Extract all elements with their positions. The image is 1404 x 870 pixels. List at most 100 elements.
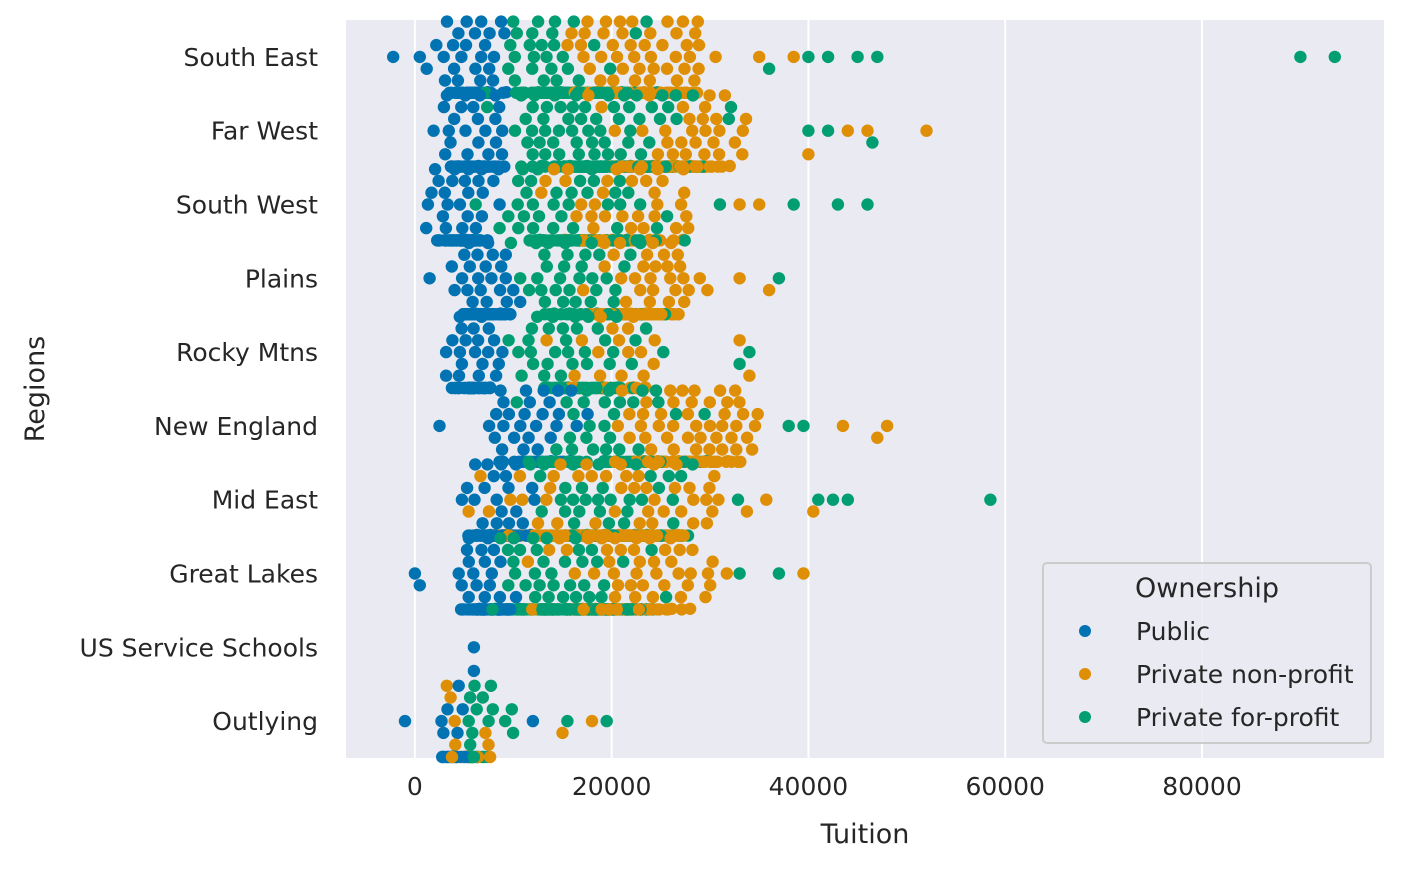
data-point [656,174,669,188]
data-point [610,310,623,323]
data-point [697,455,710,468]
data-point [540,100,554,114]
data-point [495,458,508,471]
data-point [596,186,610,199]
data-point [861,124,874,137]
data-point [481,458,494,471]
data-point [661,603,675,616]
data-point [542,322,555,335]
data-point [634,419,648,433]
data-point [722,112,735,126]
data-point [678,186,691,199]
data-point [704,579,717,592]
data-point [456,703,469,716]
data-point [720,567,733,580]
data-point [482,345,495,359]
data-point [637,260,650,273]
data-point [661,136,674,149]
data-point [556,322,570,335]
data-point [657,248,671,261]
data-point [498,27,511,40]
y-tick-label: Plains [245,264,318,293]
data-point [462,532,476,545]
data-point [604,493,617,506]
data-point [690,419,703,433]
data-point [598,236,611,250]
data-point [841,493,854,506]
data-point [559,481,572,495]
data-point [636,407,650,421]
data-point [599,469,613,483]
data-point [517,443,530,456]
data-point [611,419,624,433]
data-point [553,532,566,545]
y-tick-label: Mid East [212,486,318,515]
legend-marker [1079,625,1091,637]
data-point [699,124,712,137]
data-point [472,174,485,188]
data-point [720,455,733,468]
data-point [736,148,749,161]
data-point [493,590,507,604]
data-point [683,50,697,64]
data-point [540,493,553,506]
data-point [645,543,658,557]
data-point [705,160,718,173]
data-point [644,469,657,483]
data-point [482,738,495,751]
data-point [675,603,688,616]
data-point [567,517,581,530]
data-point [682,221,695,235]
data-point [678,62,691,75]
data-point [490,517,503,530]
data-points [387,15,1342,764]
data-point [437,100,451,114]
data-point [598,260,611,273]
data-point [523,396,536,409]
data-point [437,726,450,740]
data-point [452,27,465,40]
data-point [529,236,543,250]
data-point [724,100,738,114]
data-point [644,443,658,456]
data-point [661,15,674,28]
data-point [588,38,601,52]
data-point [802,124,815,137]
data-point [462,186,475,199]
data-point [537,74,550,87]
data-point [453,198,467,211]
data-point [475,543,488,557]
data-point [561,248,574,261]
data-point [467,567,480,580]
data-point [562,198,575,211]
data-point [512,221,525,235]
data-point [700,493,713,506]
data-point [698,407,711,421]
y-tick-label: Far West [211,117,318,146]
data-point [469,221,483,235]
data-point [628,272,642,285]
data-point [670,74,684,87]
data-point [802,50,815,64]
data-point [531,272,544,285]
data-point [713,384,727,397]
data-point [560,396,573,409]
data-point [530,543,543,557]
data-point [552,407,566,421]
data-point [650,567,663,580]
data-point [574,112,588,126]
data-point [600,543,614,557]
data-point [455,272,469,285]
data-point [687,517,700,530]
data-point [745,443,759,456]
x-tick-label: 20000 [572,772,652,801]
data-point [542,590,555,604]
data-point [669,50,682,64]
data-point [614,198,627,211]
data-point [568,567,581,580]
data-point [538,248,551,261]
data-point [594,310,607,323]
data-point [654,407,668,421]
data-point [624,248,637,261]
data-point [556,590,570,604]
